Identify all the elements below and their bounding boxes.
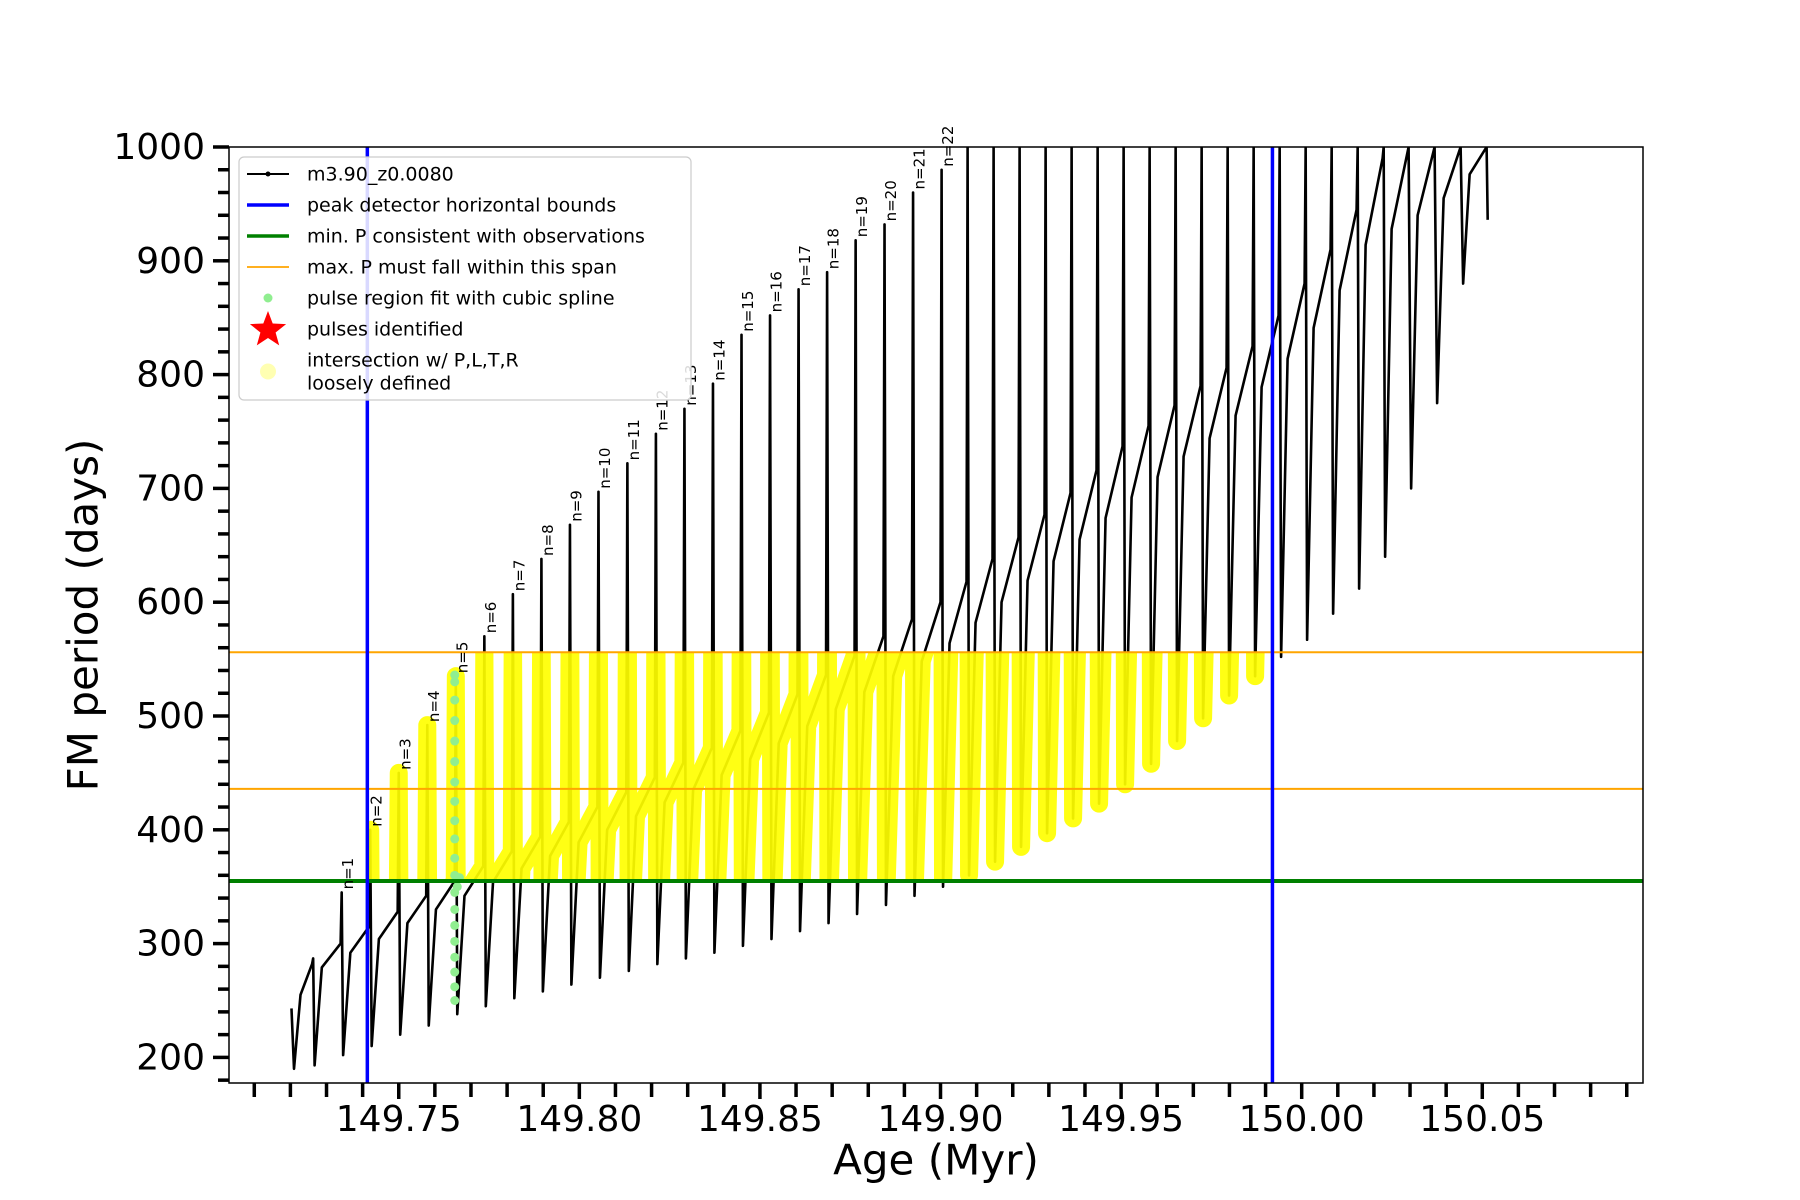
spline-point (450, 736, 460, 746)
x-tick-label: 150.00 (1239, 1099, 1365, 1140)
spline-point (450, 716, 460, 726)
legend-label: peak detector horizontal bounds (307, 195, 616, 217)
x-tick-label: 149.75 (336, 1099, 462, 1140)
pulse-annotation: n=7 (510, 560, 528, 592)
spline-point (450, 816, 460, 826)
pulse-annotation: n=16 (768, 271, 786, 312)
legend-handle (249, 311, 287, 346)
spline-point (450, 995, 460, 1005)
y-tick-label: 400 (136, 810, 205, 851)
x-tick-label: 150.05 (1419, 1099, 1545, 1140)
spline-point (450, 982, 460, 992)
legend-label: min. P consistent with observations (307, 226, 645, 248)
legend-label: max. P must fall within this span (307, 257, 617, 279)
spline-point (450, 796, 460, 806)
spline-point (450, 695, 460, 705)
pulse-annotation: n=2 (368, 795, 386, 827)
y-tick-label: 300 (136, 924, 205, 965)
pulse-annotation: n=15 (739, 291, 757, 332)
x-tick-label: 149.85 (697, 1099, 823, 1140)
pulse-annotation: n=4 (425, 690, 443, 722)
pulse-annotation: n=22 (939, 126, 957, 167)
pulse-annotation: n=9 (567, 490, 585, 522)
legend-handle-marker (265, 171, 271, 177)
pulse-annotation: n=21 (911, 148, 929, 189)
x-tick-label: 149.90 (878, 1099, 1004, 1140)
legend-label: m3.90_z0.0080 (307, 164, 454, 186)
y-tick-label: 1000 (113, 127, 205, 168)
pulse-annotation: n=14 (711, 340, 729, 381)
spline-point (450, 777, 460, 787)
spline-point (450, 967, 460, 977)
pulse-annotation: n=8 (539, 524, 557, 556)
y-tick-label: 700 (136, 468, 205, 509)
pulse-annotation: n=10 (596, 448, 614, 489)
spline-point (450, 757, 460, 767)
spline-point (450, 936, 460, 946)
pulse-annotation: n=18 (825, 228, 843, 269)
legend-label: loosely defined (307, 373, 451, 395)
pulse-annotation: n=1 (339, 858, 357, 890)
spline-point (450, 904, 460, 914)
pulse-annotation: n=17 (796, 245, 814, 286)
y-axis-label: FM period (days) (59, 439, 108, 792)
spline-point (450, 670, 460, 680)
pulse-annotation: n=6 (482, 602, 500, 634)
y-tick-label: 500 (136, 696, 205, 737)
x-tick-label: 149.80 (516, 1099, 642, 1140)
spline-point (450, 677, 460, 687)
legend-handle (263, 293, 273, 303)
pulse-annotation: n=3 (396, 738, 414, 770)
pulse-annotation: n=19 (853, 196, 871, 237)
spline-point (450, 952, 460, 962)
y-tick-label: 800 (136, 355, 205, 396)
pulse-annotation: n=11 (625, 419, 643, 460)
spline-point (452, 882, 462, 892)
y-tick-label: 900 (136, 241, 205, 282)
pulse-annotation: n=5 (453, 642, 471, 674)
legend-box (238, 156, 692, 401)
legend-label: intersection w/ P,L,T,R (307, 350, 519, 372)
x-tick-label: 149.95 (1058, 1099, 1184, 1140)
legend-label: pulse region fit with cubic spline (307, 288, 615, 310)
plot-frame (228, 146, 1644, 1084)
spline-point (450, 920, 460, 930)
period-line (290, 147, 1489, 1071)
legend-label: pulses identified (307, 319, 463, 341)
spline-point (450, 834, 460, 844)
x-axis-label: Age (Myr) (833, 1136, 1039, 1185)
legend-handle (260, 363, 276, 380)
plot-area (229, 147, 1643, 1083)
spline-point (450, 853, 460, 863)
pulse-annotation: n=20 (882, 180, 900, 221)
y-tick-label: 600 (136, 582, 205, 623)
y-tick-label: 200 (136, 1037, 205, 1078)
